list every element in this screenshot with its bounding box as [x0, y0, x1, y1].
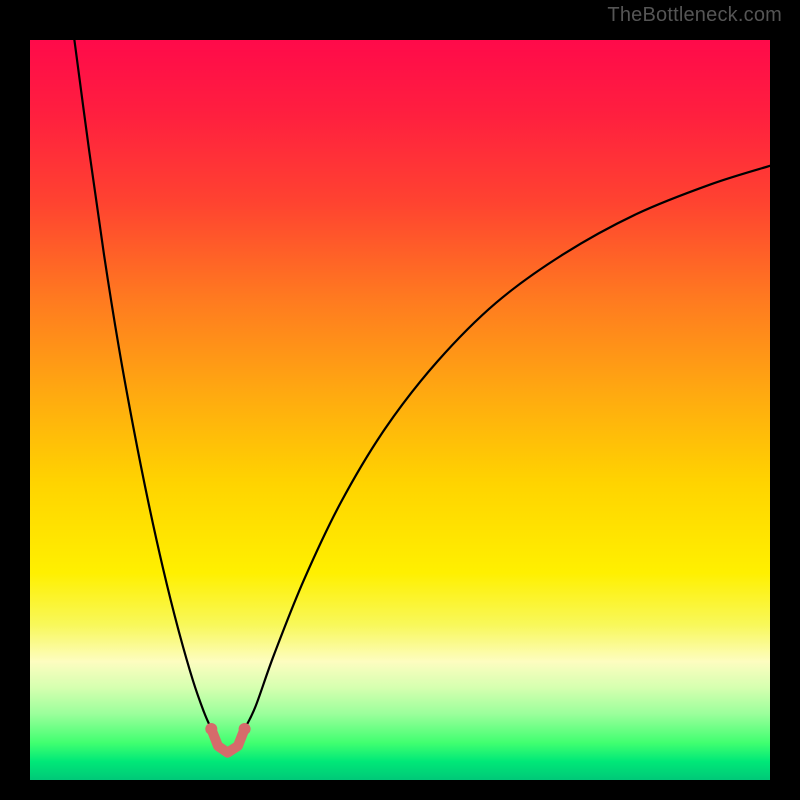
dip-marker-endpoint — [239, 723, 251, 735]
curve-layer — [30, 40, 770, 780]
dip-marker-stroke — [211, 729, 244, 753]
optimal-dip-marker — [205, 723, 250, 753]
bottleneck-curve-right — [245, 166, 770, 729]
plot-area — [30, 40, 770, 780]
dip-marker-endpoint — [205, 723, 217, 735]
watermark-text: TheBottleneck.com — [607, 4, 782, 27]
bottleneck-curve-left — [74, 40, 211, 729]
